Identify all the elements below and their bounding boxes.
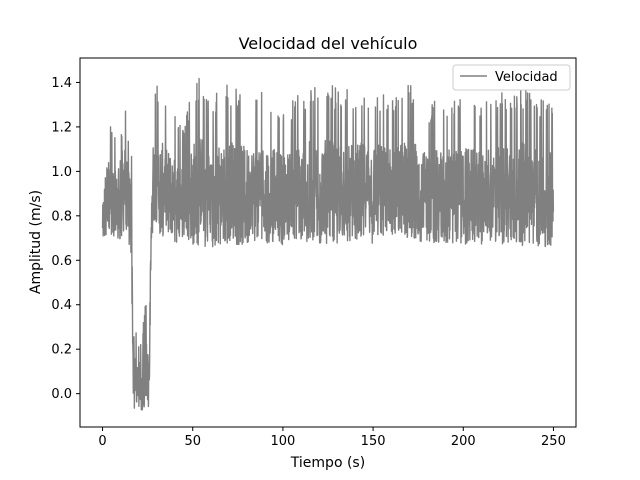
y-tick-label: 0.8 (51, 209, 72, 224)
plot-frame (79, 57, 577, 428)
y-tick-label: 1.2 (51, 120, 72, 135)
x-tick-label: 250 (541, 434, 566, 449)
legend-box (452, 64, 571, 91)
y-tick-label: 0.4 (51, 298, 72, 313)
x-tick-label: 150 (361, 434, 386, 449)
legend: Velocidad (452, 64, 571, 91)
legend-label: Velocidad (495, 70, 558, 85)
plot-area (101, 77, 555, 411)
series-line (101, 77, 555, 411)
x-tick-label: 50 (184, 434, 201, 449)
x-axis: 0 50 100 150 200 250 (98, 427, 566, 449)
y-tick-label: 1.0 (51, 165, 72, 180)
y-tick-label: 0.6 (51, 254, 72, 269)
x-tick-label: 200 (451, 434, 476, 449)
y-tick-label: 1.4 (51, 76, 72, 91)
y-axis-label: Amplitud (m/s) (28, 190, 44, 294)
x-tick-label: 0 (98, 434, 106, 449)
chart-title: Velocidad del vehículo (239, 34, 418, 53)
y-tick-label: 0.0 (51, 387, 72, 402)
y-axis: 0.0 0.2 0.4 0.6 0.8 1.0 1.2 1.4 (51, 76, 80, 402)
x-tick-label: 100 (270, 434, 295, 449)
y-tick-label: 0.2 (51, 343, 72, 358)
x-axis-label: Tiempo (s) (290, 455, 365, 471)
